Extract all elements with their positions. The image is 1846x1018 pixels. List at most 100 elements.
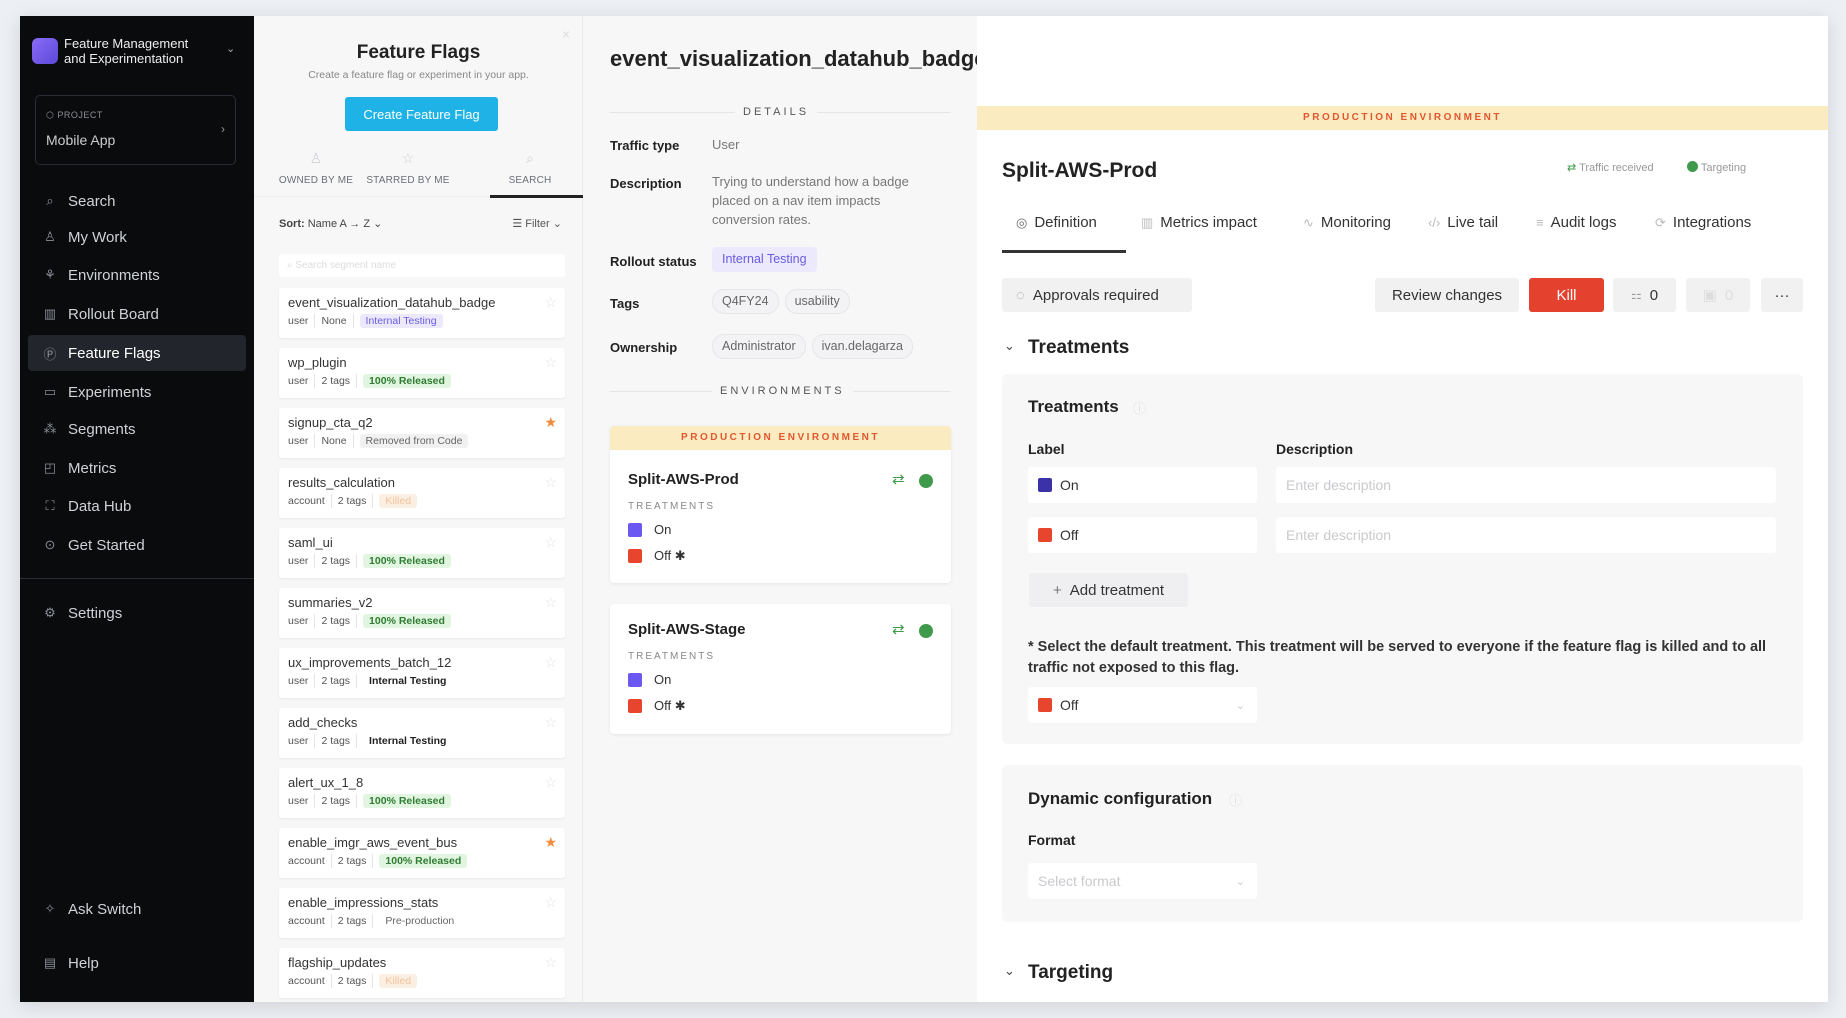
project-label: PROJECT <box>57 110 103 120</box>
tab-owned-by-me[interactable]: ♙ OWNED BY ME <box>266 150 366 186</box>
star-icon[interactable]: ☆ <box>544 294 557 310</box>
review-changes-button[interactable]: Review changes <box>1375 278 1519 312</box>
targeting-section-header[interactable]: Targeting <box>1028 962 1114 983</box>
search-placeholder: Search segment name <box>295 260 397 271</box>
flag-list-item[interactable]: summaries_v2 user 2 tags 100% Released ☆ <box>279 588 565 638</box>
close-icon[interactable]: × <box>561 26 570 42</box>
flag-list-item[interactable]: signup_cta_q2 user None Removed from Code … <box>279 408 565 458</box>
sidebar-item-my-work[interactable]: ♙ My Work <box>28 219 246 255</box>
chevron-down-icon[interactable]: ⌄ <box>226 43 236 55</box>
ask-switch-button[interactable]: ✧ Ask Switch <box>28 891 246 927</box>
sidebar-item-metrics[interactable]: ◰ Metrics <box>28 450 246 486</box>
kill-button[interactable]: Kill <box>1529 278 1604 312</box>
treatment-label-input[interactable]: Off <box>1028 517 1257 553</box>
nav-label: Segments <box>68 420 136 438</box>
flag-list-item[interactable]: add_checks user 2 tags Internal Testing ☆ <box>279 708 565 758</box>
flag-name: summaries_v2 <box>288 595 373 610</box>
sidebar-item-rollout-board[interactable]: ▥ Rollout Board <box>28 296 246 332</box>
star-icon[interactable]: ☆ <box>544 594 557 610</box>
star-icon[interactable]: ☆ <box>544 474 557 490</box>
flag-list-item[interactable]: results_calculation account 2 tags Killed … <box>279 468 565 518</box>
chevron-down-icon[interactable]: ⌄ <box>1004 963 1015 978</box>
search-icon: ⌕ <box>287 260 296 271</box>
approvals-required-button[interactable]: ◌ Approvals required <box>1002 278 1192 312</box>
calendar-count-button[interactable]: ▣ 0 <box>1686 278 1750 312</box>
rollout-status-badge: Internal Testing <box>712 247 817 272</box>
sidebar-item-get-started[interactable]: ⊙ Get Started <box>28 527 246 563</box>
traffic-type: user <box>288 434 316 448</box>
tab-definition[interactable]: ◎ Definition <box>1016 214 1097 231</box>
tag-count: 2 tags <box>332 974 374 988</box>
flag-list-item[interactable]: event_visualization_datahub_badge user No… <box>279 288 565 338</box>
flag-list-item[interactable]: ux_improvements_batch_12 user 2 tags Inter… <box>279 648 565 698</box>
flag-list-item[interactable]: enable_imgr_aws_event_bus account 2 tags 1… <box>279 828 565 878</box>
nav-label: Environments <box>68 266 160 284</box>
sidebar-item-environments[interactable]: ⚘ Environments <box>28 257 246 293</box>
tab-search[interactable]: ⌕ SEARCH <box>480 150 580 186</box>
tab-starred-by-me[interactable]: ☆ STARRED BY ME <box>358 150 458 186</box>
search-input[interactable]: ⌕ Search segment name <box>279 254 565 277</box>
star-icon[interactable]: ☆ <box>544 774 557 790</box>
star-icon[interactable]: ☆ <box>544 714 557 730</box>
default-treatment-select[interactable]: Off ⌄ <box>1028 687 1257 723</box>
segments-count-button[interactable]: ⚏ 0 <box>1613 278 1676 312</box>
sidebar-item-segments[interactable]: ⁂ Segments <box>28 411 246 447</box>
app-switcher[interactable]: Feature Management and Experimentation <box>64 36 188 66</box>
tab-monitoring[interactable]: ∿ Monitoring <box>1303 214 1391 231</box>
treatment-description-input[interactable]: Enter description <box>1276 517 1776 553</box>
filter-button[interactable]: ☰ Filter ⌄ <box>512 218 562 230</box>
environments-heading: ENVIRONMENTS <box>712 385 853 397</box>
star-icon[interactable]: ★ <box>544 834 557 850</box>
tab-live-tail[interactable]: ‹/› Live tail <box>1428 214 1498 231</box>
add-treatment-button[interactable]: + Add treatment <box>1029 573 1188 607</box>
traffic-icon: ⇄ <box>892 621 905 638</box>
star-icon[interactable]: ☆ <box>544 954 557 970</box>
sidebar-item-data-hub[interactable]: ⛶ Data Hub <box>28 488 246 524</box>
targeting-label: Targeting <box>1700 162 1747 174</box>
count: 0 <box>1649 286 1659 304</box>
project-selector[interactable]: ⬡ PROJECT Mobile App › <box>35 95 236 165</box>
sidebar-item-feature-flags[interactable]: Ⓟ Feature Flags <box>28 335 246 371</box>
flag-list-item[interactable]: alert_ux_1_8 user 2 tags 100% Released ☆ <box>279 768 565 818</box>
flag-list-item[interactable]: saml_ui user 2 tags 100% Released ☆ <box>279 528 565 578</box>
treatment-on: On <box>654 672 672 687</box>
sidebar-item-experiments[interactable]: ▭ Experiments <box>28 374 246 410</box>
tab-audit-logs[interactable]: ≡ Audit logs <box>1536 214 1616 231</box>
nav-label: Ask Switch <box>68 900 142 918</box>
on-swatch <box>1038 478 1052 492</box>
treatments-section-header[interactable]: Treatments <box>1028 337 1130 358</box>
treatment-description-input[interactable]: Enter description <box>1276 467 1776 503</box>
treatment-off: Off ✱ <box>654 698 686 713</box>
chevron-down-icon: ⌄ <box>1235 699 1245 712</box>
chevron-down-icon[interactable]: ⌄ <box>1004 338 1015 353</box>
tag-count: 2 tags <box>332 914 374 928</box>
help-button[interactable]: ▤ Help <box>28 945 246 981</box>
flag-name: enable_imgr_aws_event_bus <box>288 835 458 850</box>
sidebar-item-settings[interactable]: ⚙ Settings <box>28 595 246 631</box>
flag-list-item[interactable]: flagship_updates account 2 tags Killed ☆ <box>279 948 565 998</box>
star-icon[interactable]: ☆ <box>544 654 557 670</box>
treatment-label-input[interactable]: On <box>1028 467 1257 503</box>
info-icon: ⓘ <box>1229 793 1243 808</box>
environment-card-stage[interactable]: Split-AWS-Stage ⇄ TREATMENTS On Off ✱ <box>610 604 951 734</box>
tab-metrics-impact[interactable]: ▥ Metrics impact <box>1141 214 1257 231</box>
flag-list-item[interactable]: enable_impressions_stats account 2 tags Pr… <box>279 888 565 938</box>
star-icon[interactable]: ☆ <box>544 354 557 370</box>
treatments-label: TREATMENTS <box>628 651 716 662</box>
format-select[interactable]: Select format ⌄ <box>1028 863 1257 899</box>
sort-dropdown[interactable]: Sort: Name A → Z ⌄ <box>279 217 382 230</box>
flag-icon: Ⓟ <box>43 346 57 362</box>
flag-list-item[interactable]: wp_plugin user 2 tags 100% Released ☆ <box>279 348 565 398</box>
star-icon[interactable]: ☆ <box>544 894 557 910</box>
traffic-type: account <box>288 494 332 508</box>
sidebar-item-search[interactable]: ⌕ Search <box>28 183 246 219</box>
tab-integrations[interactable]: ⟳ Integrations <box>1655 214 1751 231</box>
traffic-type: user <box>288 374 316 388</box>
create-feature-flag-button[interactable]: Create Feature Flag <box>345 97 498 131</box>
more-options-button[interactable]: ··· <box>1761 278 1803 312</box>
environment-card-prod[interactable]: PRODUCTION ENVIRONMENT Split-AWS-Prod ⇄ … <box>610 426 951 583</box>
star-icon[interactable]: ★ <box>544 414 557 430</box>
star-icon[interactable]: ☆ <box>544 534 557 550</box>
flag-name: saml_ui <box>288 535 333 550</box>
status-badge: Internal Testing <box>369 675 447 687</box>
